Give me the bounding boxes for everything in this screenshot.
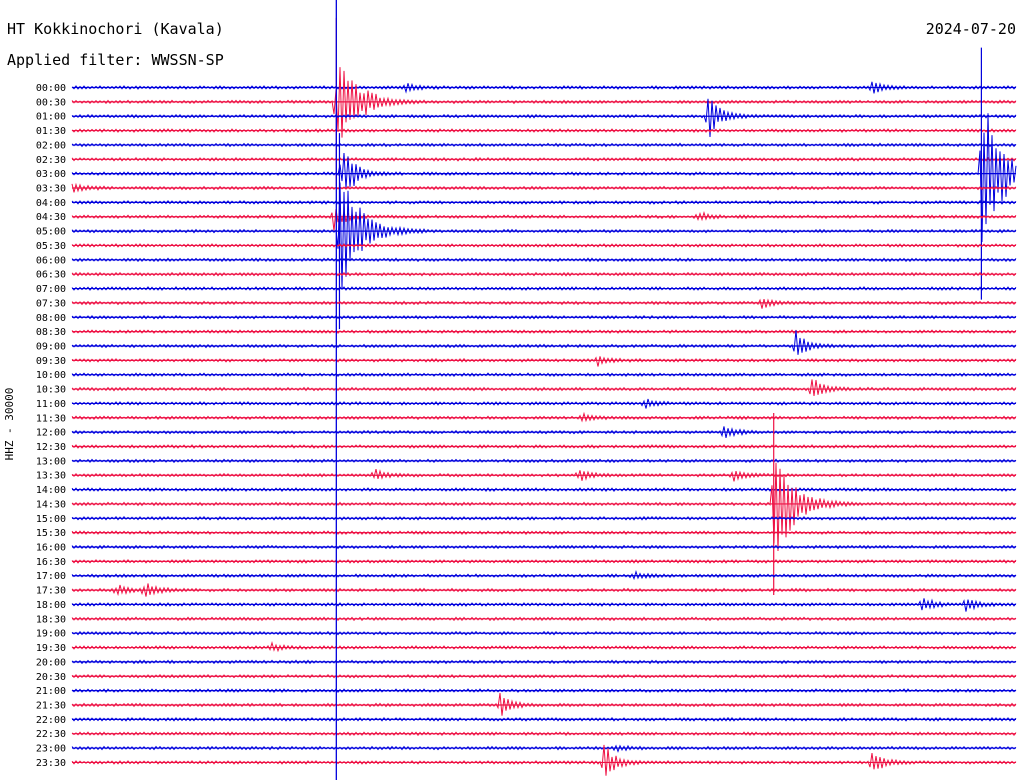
row-time-label: 03:00 xyxy=(36,169,66,180)
row-time-label: 20:00 xyxy=(36,657,66,668)
row-time-label: 11:00 xyxy=(36,399,66,410)
trace-row xyxy=(71,330,1017,355)
row-time-label: 12:30 xyxy=(36,442,66,453)
trace-row xyxy=(71,81,1017,94)
trace-row xyxy=(71,692,1017,716)
row-time-label: 22:00 xyxy=(36,715,66,726)
row-time-label: 19:00 xyxy=(36,629,66,640)
row-time-label: 16:30 xyxy=(36,557,66,568)
row-time-label: 03:30 xyxy=(36,184,66,195)
row-time-label: 01:00 xyxy=(36,112,66,123)
trace-row xyxy=(71,298,1017,309)
row-time-label: 15:00 xyxy=(36,514,66,525)
row-time-label: 06:00 xyxy=(36,255,66,266)
trace-row xyxy=(71,113,1017,243)
trace-row xyxy=(71,209,1017,232)
row-time-label: 00:30 xyxy=(36,97,66,108)
row-time-label: 23:00 xyxy=(36,744,66,755)
row-time-label: 18:00 xyxy=(36,600,66,611)
row-time-label: 06:30 xyxy=(36,270,66,281)
row-time-label: 08:30 xyxy=(36,327,66,338)
row-time-label: 21:30 xyxy=(36,700,66,711)
row-time-label: 00:00 xyxy=(36,83,66,94)
row-time-label: 11:30 xyxy=(36,413,66,424)
row-time-label: 05:30 xyxy=(36,241,66,252)
row-time-label: 10:30 xyxy=(36,385,66,396)
row-time-label: 23:30 xyxy=(36,758,66,769)
row-time-label: 07:30 xyxy=(36,298,66,309)
row-time-label: 20:30 xyxy=(36,672,66,683)
trace-group xyxy=(71,0,1017,780)
row-time-label: 17:30 xyxy=(36,586,66,597)
trace-row xyxy=(71,379,1017,396)
row-time-label: 08:00 xyxy=(36,313,66,324)
row-time-label: 02:30 xyxy=(36,155,66,166)
row-time-label: 07:00 xyxy=(36,284,66,295)
row-time-label: 09:00 xyxy=(36,341,66,352)
row-time-label: 04:00 xyxy=(36,198,66,209)
row-time-label: 10:00 xyxy=(36,370,66,381)
row-time-label: 22:30 xyxy=(36,729,66,740)
row-time-label: 19:30 xyxy=(36,643,66,654)
row-time-label: 18:30 xyxy=(36,614,66,625)
row-time-label: 15:30 xyxy=(36,528,66,539)
row-time-label: 13:00 xyxy=(36,456,66,467)
time-label-group: 00:00 00:30 01:00 01:30 02:00 02:30 03:00 03:30… xyxy=(36,83,66,769)
row-time-label: 13:30 xyxy=(36,471,66,482)
row-time-label: 14:30 xyxy=(36,499,66,510)
row-time-label: 14:00 xyxy=(36,485,66,496)
trace-row xyxy=(71,356,1017,367)
row-time-label: 21:00 xyxy=(36,686,66,697)
row-time-label: 05:00 xyxy=(36,227,66,238)
trace-row xyxy=(71,744,1017,776)
row-time-label: 16:00 xyxy=(36,543,66,554)
trace-row xyxy=(71,640,1017,653)
filter-label: Applied filter: WWSSN-SP xyxy=(7,51,224,69)
date-label: 2024-07-20 xyxy=(925,20,1016,38)
station-title: HT Kokkinochori (Kavala) xyxy=(7,20,224,38)
row-time-label: 09:30 xyxy=(36,356,66,367)
row-time-label: 04:30 xyxy=(36,212,66,223)
row-time-label: 02:00 xyxy=(36,140,66,151)
row-time-label: 17:00 xyxy=(36,571,66,582)
row-time-label: 12:00 xyxy=(36,428,66,439)
row-time-label: 01:30 xyxy=(36,126,66,137)
